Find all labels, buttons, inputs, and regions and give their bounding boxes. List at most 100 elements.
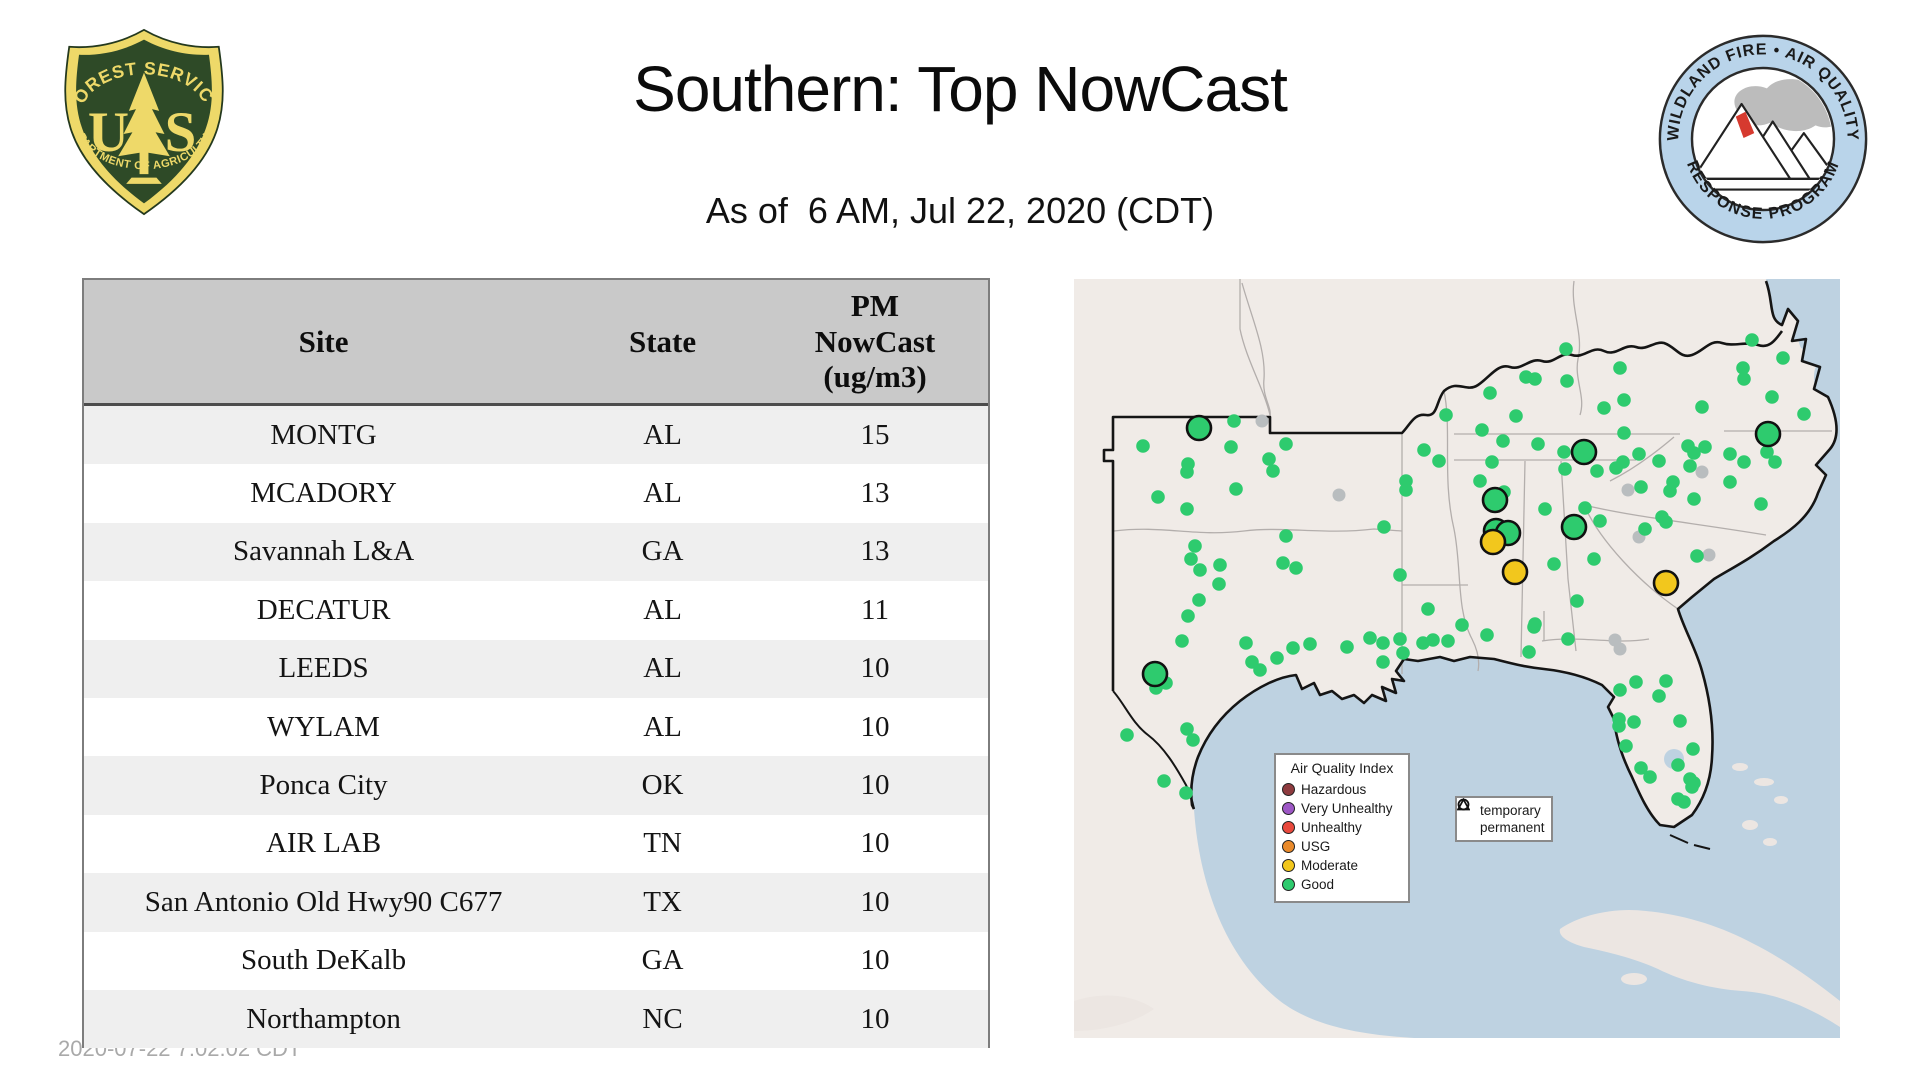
aqi-legend-entry: Good bbox=[1282, 875, 1402, 894]
table-cell: MONTG bbox=[270, 418, 377, 451]
monitor-marker bbox=[1617, 393, 1631, 407]
aqi-color-swatch bbox=[1282, 859, 1295, 872]
monitor-marker bbox=[1687, 492, 1701, 506]
monitor-marker bbox=[1266, 464, 1280, 478]
table-row: LEEDS AL 10 bbox=[84, 639, 988, 698]
page-subtitle: As of 6 AM, Jul 22, 2020 (CDT) bbox=[705, 190, 1215, 231]
monitor-marker bbox=[1659, 674, 1673, 688]
monitor-marker bbox=[1760, 445, 1774, 459]
monitor-marker bbox=[1151, 490, 1165, 504]
florida-keys bbox=[1669, 834, 1711, 850]
monitor-marker bbox=[1332, 488, 1346, 502]
aqi-color-swatch bbox=[1282, 783, 1295, 796]
monitor-marker bbox=[1180, 502, 1194, 516]
monitor-marker bbox=[1768, 455, 1782, 469]
table-cell: WYLAM bbox=[267, 710, 380, 743]
monitor-marker bbox=[1175, 634, 1189, 648]
table-cell: 10 bbox=[860, 652, 890, 685]
table-row: MCADORY AL 13 bbox=[84, 464, 988, 523]
aqi-legend-label: Very Unhealthy bbox=[1301, 801, 1393, 816]
monitor-marker bbox=[1432, 454, 1446, 468]
table-cell: LEEDS bbox=[278, 652, 369, 685]
forest-service-shield-icon: FOREST SERVICE U S DEPARTMENT OF AGRICUL… bbox=[49, 10, 224, 216]
table-row: Ponca City OK 10 bbox=[84, 756, 988, 815]
monitor-marker bbox=[1643, 770, 1657, 784]
monitor-marker bbox=[1570, 594, 1584, 608]
wildland-fire-air-quality-logo: WILDLAND FIRE • AIR QUALITY RESPONSE PRO… bbox=[1656, 32, 1870, 246]
aqi-legend: Air Quality Index Hazardous Very Unhealth… bbox=[1274, 753, 1410, 903]
monitor-marker bbox=[1522, 645, 1536, 659]
monitor-marker bbox=[1671, 758, 1685, 772]
table-cell: GA bbox=[641, 944, 684, 977]
monitor-marker bbox=[1737, 372, 1751, 386]
flame-icon bbox=[1735, 111, 1755, 139]
monitor-marker bbox=[1736, 361, 1750, 375]
southeast-us-map bbox=[1074, 279, 1840, 1038]
monitor-marker bbox=[1253, 663, 1267, 677]
monitor-marker bbox=[1141, 660, 1169, 688]
table-cell: 10 bbox=[860, 944, 890, 977]
monitor-marker bbox=[1652, 689, 1666, 703]
monitor-marker bbox=[1613, 683, 1627, 697]
monitor-marker bbox=[1186, 733, 1200, 747]
monitor-marker bbox=[1652, 454, 1666, 468]
table-cell: 10 bbox=[860, 1002, 890, 1035]
monitor-marker bbox=[1690, 549, 1704, 563]
monitor-marker bbox=[1270, 651, 1284, 665]
monitor-marker bbox=[1376, 655, 1390, 669]
table-cell: AL bbox=[643, 593, 682, 626]
monitor-marker bbox=[1455, 618, 1469, 632]
monitor-marker bbox=[1180, 722, 1194, 736]
monitor-marker bbox=[1496, 434, 1510, 448]
monitor-marker bbox=[1229, 482, 1243, 496]
column-header-state: State bbox=[628, 323, 697, 359]
monitor-marker bbox=[1745, 333, 1759, 347]
table-cell: Northampton bbox=[246, 1002, 401, 1035]
monitor-marker bbox=[1421, 602, 1435, 616]
table-cell: DECATUR bbox=[256, 593, 391, 626]
monitor-marker bbox=[1687, 446, 1701, 460]
legend-permanent-label: permanent bbox=[1480, 820, 1545, 835]
aqi-color-swatch bbox=[1282, 821, 1295, 834]
table-row: AIR LAB TN 10 bbox=[84, 814, 988, 874]
table-cell: South DeKalb bbox=[240, 944, 407, 977]
monitor-marker bbox=[1776, 351, 1790, 365]
table-cell: 10 bbox=[860, 710, 890, 743]
monitor-marker bbox=[1634, 480, 1648, 494]
aqi-color-swatch bbox=[1282, 802, 1295, 815]
monitor-marker bbox=[1136, 439, 1150, 453]
monitor-marker bbox=[1377, 520, 1391, 534]
monitor-marker bbox=[1276, 556, 1290, 570]
table-cell: 10 bbox=[860, 885, 890, 918]
monitor-marker bbox=[1627, 715, 1641, 729]
monitor-marker bbox=[1439, 408, 1453, 422]
monitor-marker bbox=[1597, 401, 1611, 415]
monitor-marker bbox=[1685, 780, 1699, 794]
table-cell: Ponca City bbox=[259, 769, 388, 802]
monitor-marker bbox=[1480, 628, 1494, 642]
monitor-marker bbox=[1376, 636, 1390, 650]
monitor-marker bbox=[1255, 414, 1269, 428]
svg-text:S: S bbox=[165, 101, 197, 164]
forest-service-logo: FOREST SERVICE U S DEPARTMENT OF AGRICUL… bbox=[49, 10, 233, 218]
table-row: WYLAM AL 10 bbox=[84, 697, 988, 757]
monitor-marker bbox=[1192, 593, 1206, 607]
pine-tree-icon bbox=[118, 72, 170, 175]
monitor-marker bbox=[1737, 455, 1751, 469]
monitor-marker bbox=[1363, 631, 1377, 645]
table-cell: TX bbox=[643, 885, 682, 918]
monitor-marker bbox=[1558, 462, 1572, 476]
monitor-marker bbox=[1483, 386, 1497, 400]
table-cell: AL bbox=[643, 652, 682, 685]
table-cell: Savannah L&A bbox=[232, 535, 415, 568]
monitor-marker bbox=[1224, 440, 1238, 454]
monitor-map: Air Quality Index Hazardous Very Unhealth… bbox=[1074, 279, 1840, 1038]
monitor-marker bbox=[1723, 447, 1737, 461]
monitor-marker bbox=[1481, 486, 1509, 514]
monitor-marker bbox=[1609, 461, 1623, 475]
monitor-marker bbox=[1561, 632, 1575, 646]
aqi-legend-label: Moderate bbox=[1301, 858, 1359, 873]
table-cell: NC bbox=[642, 1002, 683, 1035]
monitor-marker bbox=[1560, 374, 1574, 388]
monitor-marker bbox=[1181, 609, 1195, 623]
